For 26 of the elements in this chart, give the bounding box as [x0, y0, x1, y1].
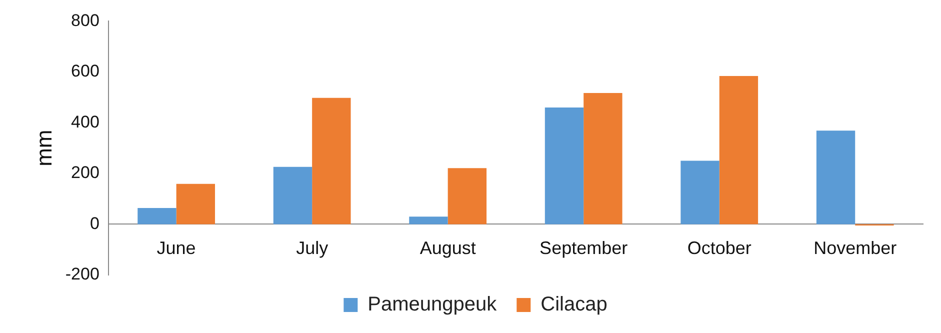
- legend-label: Pameungpeuk: [368, 294, 498, 316]
- bar: [312, 98, 351, 224]
- y-tick-label: 800: [71, 10, 100, 30]
- bar: [176, 184, 215, 224]
- bar: [138, 208, 176, 224]
- y-tick-label: 200: [71, 163, 100, 182]
- x-tick-label: October: [687, 238, 752, 258]
- x-tick-label: September: [540, 238, 628, 258]
- bar: [719, 76, 758, 224]
- x-tick-label: November: [814, 238, 897, 258]
- bar: [409, 216, 448, 224]
- bar: [680, 160, 720, 224]
- y-tick-label: -200: [65, 264, 100, 284]
- x-tick-label: July: [296, 238, 328, 258]
- bar: [448, 168, 487, 224]
- y-tick-label: 600: [71, 62, 100, 81]
- bar: [816, 130, 856, 224]
- x-tick-label: August: [420, 238, 476, 258]
- x-tick-label: June: [156, 238, 196, 258]
- y-tick-label: 0: [90, 214, 100, 233]
- bar: [544, 107, 584, 224]
- y-axis-title: mm: [31, 130, 56, 166]
- bar: [584, 93, 622, 224]
- bar: [273, 166, 312, 224]
- legend-label: Cilacap: [540, 294, 608, 316]
- y-tick-label: 400: [71, 112, 100, 132]
